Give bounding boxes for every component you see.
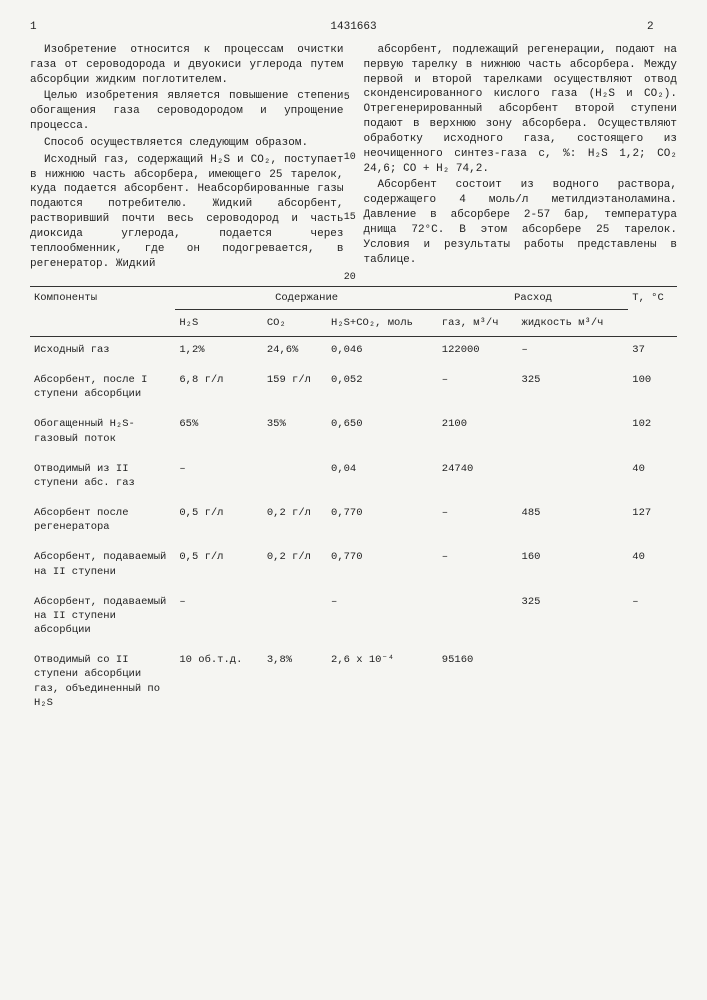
table-cell: 35% — [263, 411, 327, 455]
paragraph: Способ осуществляется следующим образом. — [30, 136, 344, 151]
left-column: Изобретение относится к процессам очистк… — [30, 43, 344, 274]
table-cell: 325 — [518, 367, 629, 411]
table-cell: 160 — [518, 544, 629, 588]
table-cell: Отводимый со II ступени абсорбции газ, о… — [30, 647, 175, 720]
paragraph: Целью изобретения является повышение сте… — [30, 89, 344, 134]
table-cell: 40 — [628, 456, 677, 500]
table-cell — [263, 589, 327, 648]
table-cell: 1,2% — [175, 336, 262, 367]
paragraph: Изобретение относится к процессам очистк… — [30, 43, 344, 88]
table-cell: – — [518, 336, 629, 367]
paragraph: абсорбент, подлежащий регенерации, подаю… — [364, 43, 678, 177]
col-subheader: газ, м³/ч — [438, 309, 518, 336]
table-cell: 6,8 г/л — [175, 367, 262, 411]
table-cell: Исходный газ — [30, 336, 175, 367]
table-cell: 24740 — [438, 456, 518, 500]
table-cell: 485 — [518, 500, 629, 544]
table-row: Абсорбент, после I ступени абсорбции6,8 … — [30, 367, 677, 411]
table-cell: 65% — [175, 411, 262, 455]
line-mark: 20 — [344, 271, 356, 285]
col-header: Компоненты — [30, 286, 175, 336]
table-cell: 0,046 — [327, 336, 438, 367]
table-cell: 0,770 — [327, 544, 438, 588]
table-cell: Отводимый из II ступени абс. газ — [30, 456, 175, 500]
table-cell: 2,6 x 10⁻⁴ — [327, 647, 438, 720]
right-column: абсорбент, подлежащий регенерации, подаю… — [364, 43, 678, 274]
table-cell: 95160 — [438, 647, 518, 720]
col-header: Расход — [438, 286, 628, 309]
table-cell — [263, 456, 327, 500]
table-row: Абсорбент, подаваемый на II ступени абсо… — [30, 589, 677, 648]
table-cell: Абсорбент, подаваемый на II ступени абсо… — [30, 589, 175, 648]
table-cell: – — [438, 500, 518, 544]
table-cell: 102 — [628, 411, 677, 455]
table-cell — [438, 589, 518, 648]
table-cell: 0,5 г/л — [175, 544, 262, 588]
table-cell: 10 об.т.д. — [175, 647, 262, 720]
table-cell: Абсорбент, после I ступени абсорбции — [30, 367, 175, 411]
body-text: 5 10 15 20 Изобретение относится к проце… — [30, 43, 677, 274]
table-cell: – — [175, 589, 262, 648]
paragraph: Абсорбент состоит из водного раствора, с… — [364, 178, 678, 267]
col-subheader: CO₂ — [263, 309, 327, 336]
table-cell — [518, 647, 629, 720]
table-row: Отводимый из II ступени абс. газ– 0,04247… — [30, 456, 677, 500]
col-header: T, °С — [628, 286, 677, 336]
col-header: Содержание — [175, 286, 437, 309]
table-cell: 3,8% — [263, 647, 327, 720]
table-cell: 0,052 — [327, 367, 438, 411]
table-cell: 0,04 — [327, 456, 438, 500]
table-cell: 122000 — [438, 336, 518, 367]
table-cell: 0,770 — [327, 500, 438, 544]
table-cell: 24,6% — [263, 336, 327, 367]
table-row: Отводимый со II ступени абсорбции газ, о… — [30, 647, 677, 720]
table-cell: 2100 — [438, 411, 518, 455]
data-table: Компоненты Содержание Расход T, °С H₂S C… — [30, 286, 677, 720]
table-cell: 0,2 г/л — [263, 500, 327, 544]
paragraph: Исходный газ, содержащий H₂S и CO₂, пост… — [30, 153, 344, 272]
table-cell: 37 — [628, 336, 677, 367]
table-cell: 100 — [628, 367, 677, 411]
table-cell: – — [628, 589, 677, 648]
table-cell — [518, 456, 629, 500]
col-subheader: жидкость м³/ч — [518, 309, 629, 336]
col-subheader: H₂S+CO₂, моль — [327, 309, 438, 336]
table-cell: – — [175, 456, 262, 500]
table-row: Обогащенный H₂S-газовый поток65%35%0,650… — [30, 411, 677, 455]
table-cell: 325 — [518, 589, 629, 648]
table-cell — [628, 647, 677, 720]
table-cell: 0,2 г/л — [263, 544, 327, 588]
table-cell: – — [438, 544, 518, 588]
table-row: Абсорбент, подаваемый на II ступени0,5 г… — [30, 544, 677, 588]
page-number-left: 1 — [30, 20, 60, 35]
table-cell: 40 — [628, 544, 677, 588]
table-cell: Обогащенный H₂S-газовый поток — [30, 411, 175, 455]
table-cell: 159 г/л — [263, 367, 327, 411]
table-row: Абсорбент после регенератора0,5 г/л0,2 г… — [30, 500, 677, 544]
line-mark: 10 — [344, 151, 356, 165]
table-cell: Абсорбент после регенератора — [30, 500, 175, 544]
table-cell: 0,650 — [327, 411, 438, 455]
table-cell: – — [438, 367, 518, 411]
table-cell: 127 — [628, 500, 677, 544]
table-cell: – — [327, 589, 438, 648]
page-header: 1 1431663 2 — [30, 20, 677, 35]
table-cell: 0,5 г/л — [175, 500, 262, 544]
table-cell: Абсорбент, подаваемый на II ступени — [30, 544, 175, 588]
line-mark: 5 — [344, 91, 350, 105]
table-row: Исходный газ1,2%24,6%0,046122000–37 — [30, 336, 677, 367]
page-number-right: 2 — [647, 20, 677, 35]
table-cell — [518, 411, 629, 455]
col-subheader: H₂S — [175, 309, 262, 336]
line-mark: 15 — [344, 211, 356, 225]
document-number: 1431663 — [60, 20, 647, 35]
